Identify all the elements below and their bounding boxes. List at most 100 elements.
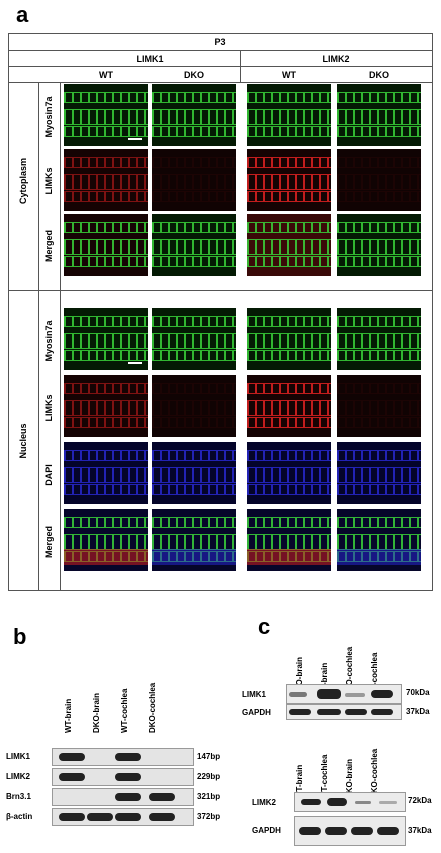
cell-row <box>337 450 421 461</box>
micrograph-tile <box>64 214 148 276</box>
micrograph-tile <box>152 375 236 437</box>
cell-row <box>247 450 331 461</box>
blot-band <box>371 690 393 698</box>
cell-row <box>247 316 331 327</box>
red-signal-overlay <box>247 549 331 565</box>
scale-bar <box>128 138 142 140</box>
micrograph-tile <box>64 375 148 437</box>
blot-band <box>289 692 307 697</box>
gel-band <box>59 753 85 761</box>
blot-band <box>327 798 347 806</box>
cell-row <box>64 484 148 495</box>
row-label-limks: LIMKs <box>44 167 54 195</box>
micrograph-tile <box>64 442 148 504</box>
cell-row <box>247 256 331 267</box>
cell-row <box>247 383 331 394</box>
molecular-weight-label: 70kDa <box>406 688 430 697</box>
gene-header-limk2: LIMK2 <box>322 54 350 64</box>
row-label-limks: LIMKs <box>44 394 54 422</box>
gel-band <box>59 813 85 821</box>
gel-row-label: β-actin <box>6 812 33 821</box>
gel-band <box>115 773 141 781</box>
band-size-label: 229bp <box>197 772 221 781</box>
cell-row <box>152 517 236 528</box>
micrograph-tile <box>337 308 421 370</box>
cell-row <box>64 222 148 233</box>
cell-row <box>247 126 331 137</box>
blot-band <box>379 801 397 804</box>
blot-band <box>317 689 341 699</box>
cell-row <box>152 174 236 190</box>
row-label-myosin7a: Myosin7a <box>44 320 54 362</box>
micrograph-tile <box>152 84 236 146</box>
blot-row-label: LIMK1 <box>242 690 266 699</box>
micrograph-tile <box>337 214 421 276</box>
blot-band <box>371 709 393 715</box>
gel-band <box>115 793 141 801</box>
blot-row-label: LIMK2 <box>252 798 276 807</box>
panel-letter-b: b <box>13 624 27 649</box>
blot-band <box>289 709 311 715</box>
micrograph-tile <box>247 308 331 370</box>
cell-row <box>64 333 148 349</box>
panel-letter-c: c <box>258 614 271 639</box>
blot-band <box>355 801 371 804</box>
micrograph-tile <box>64 84 148 146</box>
row-label-myosin7a: Myosin7a <box>44 96 54 138</box>
cell-row <box>64 316 148 327</box>
cell-row <box>337 109 421 125</box>
gene-column-divider <box>240 50 241 82</box>
table-top-border <box>8 33 432 34</box>
cell-row <box>152 383 236 394</box>
cell-row <box>247 92 331 103</box>
cell-row <box>152 191 236 202</box>
gene-header-limk1: LIMK1 <box>136 54 164 64</box>
cell-row <box>247 157 331 168</box>
cell-row <box>64 400 148 416</box>
gel-strip <box>52 748 194 766</box>
blot-strip <box>294 792 406 812</box>
cell-row <box>64 450 148 461</box>
genotype-header: WT <box>282 70 296 80</box>
red-signal-overlay <box>152 549 236 565</box>
blot-row-label: GAPDH <box>242 708 271 717</box>
gel-strip <box>52 808 194 826</box>
cell-row <box>152 222 236 233</box>
lane-label: DKO-brain <box>92 693 101 733</box>
cell-row <box>337 126 421 137</box>
cell-row <box>152 126 236 137</box>
cell-row <box>152 316 236 327</box>
blot-row-label: GAPDH <box>252 826 281 835</box>
cell-row <box>337 383 421 394</box>
genotype-header: WT <box>99 70 113 80</box>
genotype-header: DKO <box>369 70 389 80</box>
cell-row <box>64 517 148 528</box>
micrograph-tile <box>247 442 331 504</box>
cell-row <box>64 157 148 168</box>
micrograph-tile <box>64 149 148 211</box>
table-row-divider <box>8 82 432 83</box>
gel-strip <box>52 788 194 806</box>
micrograph-tile <box>337 442 421 504</box>
blot-band <box>317 709 341 715</box>
blot-band <box>345 693 365 697</box>
cell-row <box>152 417 236 428</box>
cell-row <box>247 484 331 495</box>
cell-row <box>64 92 148 103</box>
cell-row <box>152 333 236 349</box>
lane-label: DKO-cochlea <box>148 682 157 733</box>
cell-row <box>337 484 421 495</box>
micrograph-tile <box>152 509 236 571</box>
cell-row <box>152 92 236 103</box>
cell-row <box>152 450 236 461</box>
micrograph-tile <box>152 442 236 504</box>
cell-row <box>247 333 331 349</box>
cell-row <box>247 109 331 125</box>
micrograph-tile <box>247 509 331 571</box>
table-left-border <box>8 33 9 591</box>
gel-row-label: LIMK2 <box>6 772 30 781</box>
blot-band <box>377 827 399 835</box>
table-right-border <box>432 33 433 591</box>
row-label-dapi: DAPI <box>44 464 54 486</box>
cell-row <box>152 157 236 168</box>
